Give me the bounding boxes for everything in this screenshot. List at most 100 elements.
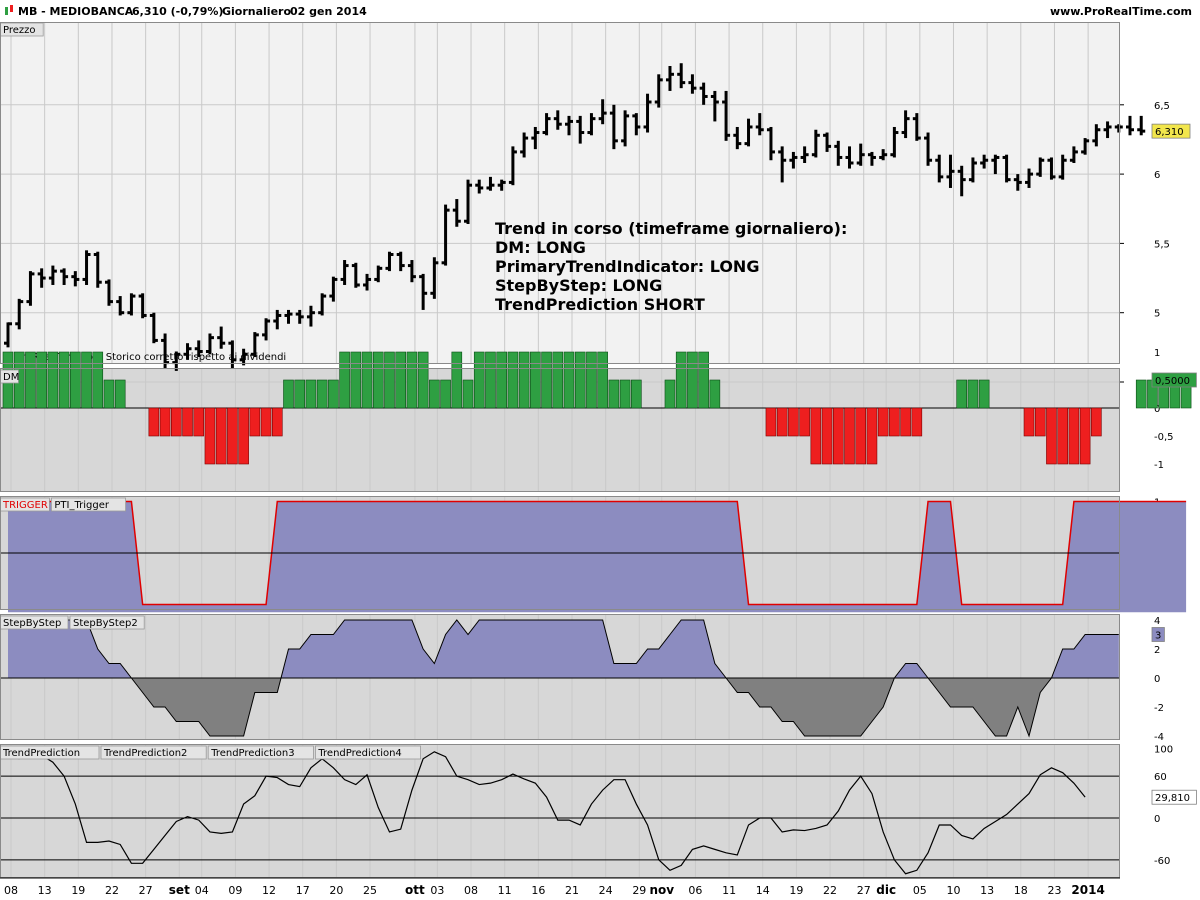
tp-line: [7, 747, 1086, 875]
panel-border: [0, 614, 1120, 740]
tp-last-value-box: [1151, 789, 1197, 805]
x-tick-label: 12: [262, 884, 276, 897]
tp-last-value: 29,810: [1155, 793, 1190, 804]
dm-bar: [171, 407, 182, 437]
x-tick-label: 08: [464, 884, 478, 897]
x-tick-label: 11: [498, 884, 512, 897]
dm-bar: [395, 351, 407, 409]
step-line: [8, 619, 1119, 738]
tp-panel-label-box: [0, 745, 100, 760]
dm-bar: [978, 379, 990, 409]
x-tick-label: 09: [228, 884, 242, 897]
x-tick-label: ott: [405, 883, 425, 897]
dm-bar: [597, 351, 608, 409]
quote-date: 02 gen 2014: [290, 5, 367, 18]
x-tick-label: set: [169, 883, 190, 897]
dm-bar: [1079, 407, 1091, 465]
x-tick-label: 25: [363, 884, 377, 897]
dm-bar: [765, 407, 777, 437]
trend-annotation-line: Trend in corso (timeframe giornaliero):: [495, 219, 847, 238]
tp-legend-4-box: [314, 745, 421, 760]
x-tick-label: 17: [296, 884, 310, 897]
x-tick-label: dic: [876, 883, 896, 897]
panel-border: [0, 496, 1120, 610]
x-tick-label: 19: [789, 884, 803, 897]
dm-bar: [1091, 407, 1102, 437]
dm-bar: [810, 407, 822, 465]
dm-bar: [429, 379, 440, 409]
x-tick-label: 27: [139, 884, 153, 897]
dm-bar: [193, 407, 205, 437]
dm-last-value-box: [1151, 372, 1197, 388]
dm-tick-label: -0,5: [1154, 432, 1174, 443]
step-tick-label: 0: [1154, 674, 1160, 685]
tp-tick-label: 60: [1154, 772, 1167, 783]
dm-bar: [114, 379, 126, 409]
dm-bar: [788, 407, 799, 437]
dm-bar: [58, 351, 70, 409]
x-tick-label: 22: [105, 884, 119, 897]
x-tick-label: 19: [71, 884, 85, 897]
dm-bar: [249, 407, 261, 437]
dm-bar: [440, 379, 451, 409]
dm-bar: [866, 407, 878, 465]
dm-bar: [294, 379, 306, 409]
tp-tick-label: 0: [1154, 814, 1160, 825]
x-tick-label: 13: [980, 884, 994, 897]
dm-bar: [417, 351, 429, 409]
dm-bar: [473, 351, 485, 409]
tp-tick-label: 100: [1154, 744, 1173, 755]
price-last-value-box: [1151, 123, 1191, 139]
dm-bar: [1023, 407, 1035, 437]
dm-bar: [271, 407, 283, 437]
x-tick-label: 20: [329, 884, 343, 897]
candle-icon: [5, 5, 13, 15]
price-panel-label: Prezzo: [3, 25, 36, 36]
dm-bar: [832, 407, 844, 465]
dm-bar: [238, 407, 249, 465]
dm-bar: [182, 407, 193, 437]
trigger-line: [8, 500, 1187, 606]
step-last-value: 3: [1155, 631, 1161, 642]
dm-bar: [552, 351, 564, 409]
dm-bar: [574, 351, 586, 409]
tp-tick-label: -60: [1154, 856, 1170, 867]
dm-bar: [1046, 407, 1057, 465]
dm-bar: [530, 351, 541, 409]
x-tick-label: 13: [38, 884, 52, 897]
panel-border: [0, 22, 1120, 364]
dm-bar: [1034, 407, 1046, 437]
x-tick-label: 29: [632, 884, 646, 897]
dm-bar: [372, 351, 384, 409]
step-last-value-box: [1151, 627, 1165, 642]
price-tick-label: 6,5: [1154, 101, 1170, 112]
dm-bar: [406, 351, 418, 409]
dm-bar: [70, 351, 81, 409]
step-legend-box: [69, 615, 145, 630]
dm-bar: [855, 407, 867, 465]
dm-bar: [215, 407, 227, 465]
x-tick-label: 18: [1014, 884, 1028, 897]
site-link[interactable]: www.ProRealTime.com: [1049, 5, 1192, 18]
dm-bar: [675, 351, 687, 409]
dm-bar: [889, 407, 900, 437]
dm-bar: [47, 351, 59, 409]
price-tick-label: 5,5: [1154, 239, 1170, 250]
dm-bar: [619, 379, 631, 409]
x-tick-label: 24: [599, 884, 613, 897]
step-tick-label: 2: [1154, 645, 1160, 656]
dm-bar: [305, 379, 317, 409]
step-tick-label: 4: [1154, 616, 1160, 627]
trend-annotation-line: DM: LONG: [495, 238, 586, 257]
step-tick-label: -4: [1154, 732, 1164, 743]
dm-tick-label: 0: [1154, 404, 1160, 415]
dm-bar: [1057, 407, 1068, 465]
dm-bar: [260, 407, 272, 437]
dm-bar: [81, 351, 92, 409]
last-quote: 6,310 (-0,79%): [132, 5, 224, 18]
dm-bar: [967, 379, 979, 409]
trigger-legend: PTI_Trigger: [54, 500, 109, 511]
trigger-legend-box: [51, 497, 126, 512]
chart-header: MB - MEDIOBANCA 6,310 (-0,79%) Giornalie…: [0, 0, 1200, 23]
